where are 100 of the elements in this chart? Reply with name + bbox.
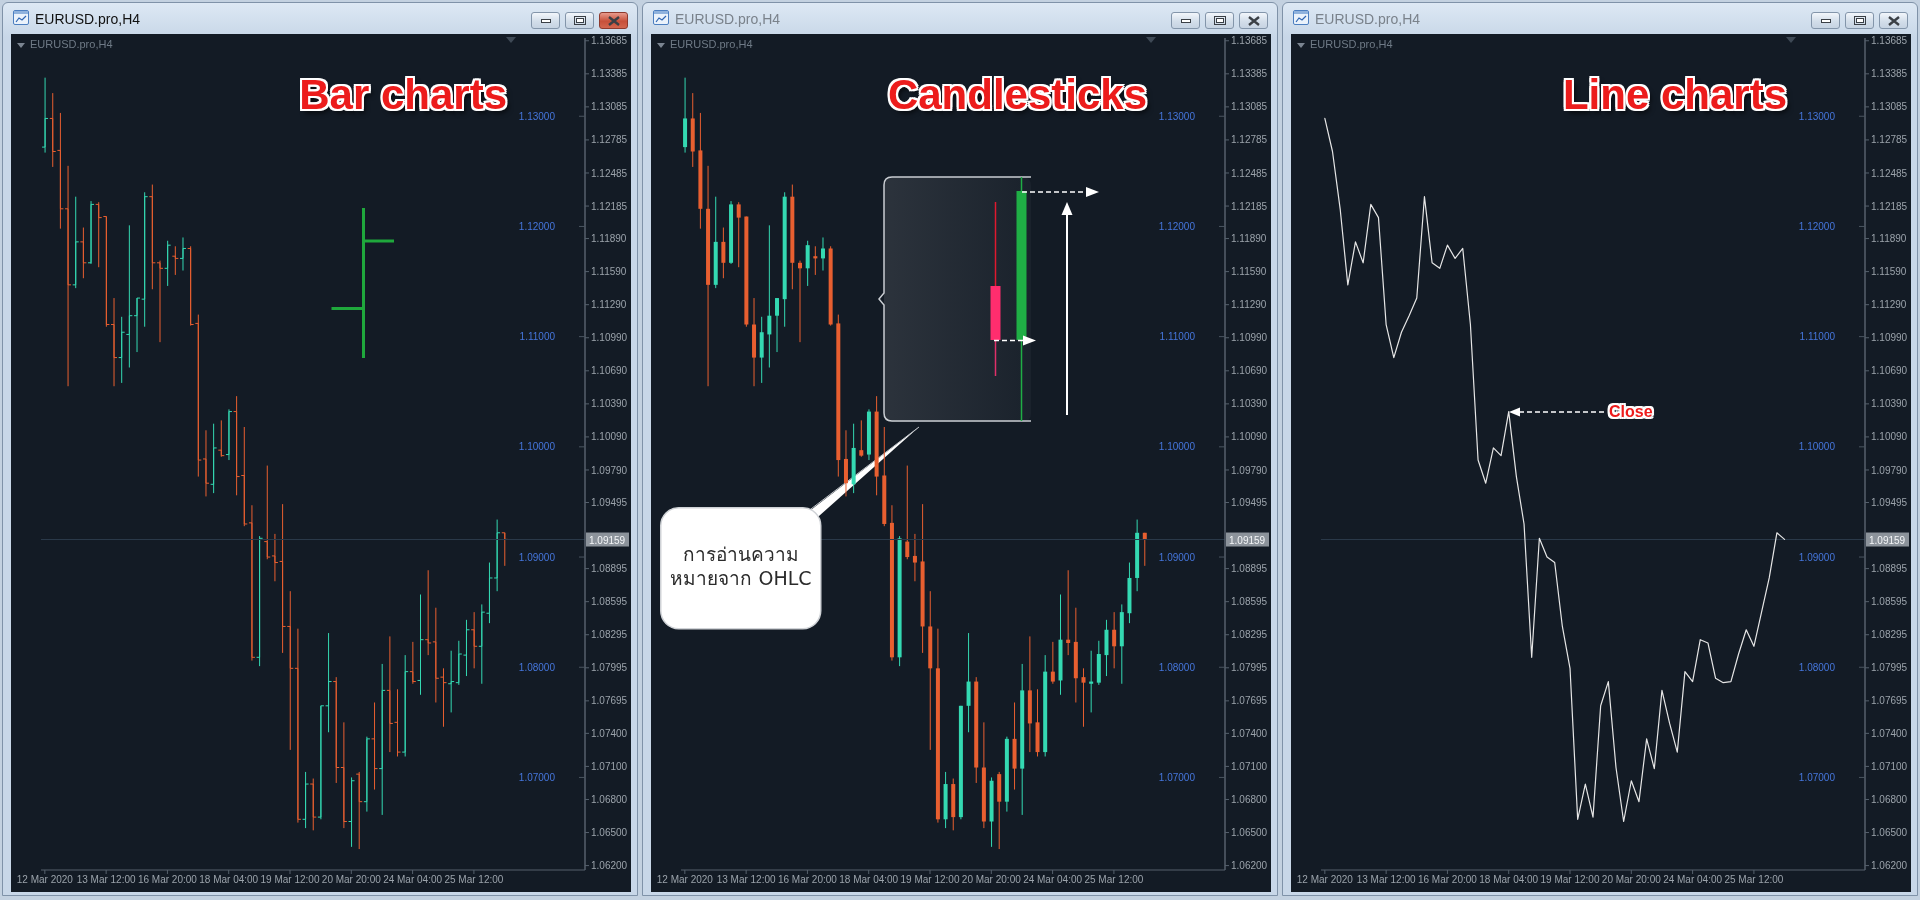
y-tick-label: 1.11590 [591, 266, 627, 278]
x-tick-label: 12 Mar 2020 [1296, 874, 1354, 886]
y-tick-label: 1.08295 [1871, 629, 1908, 641]
y-tick-label: 1.12485 [1231, 167, 1268, 179]
y-tick-label: 1.07695 [1871, 695, 1908, 707]
y-tick-label: 1.07400 [1871, 727, 1908, 739]
candlestick [493, 519, 501, 592]
y-tick-label: 1.07100 [1231, 760, 1268, 772]
y-tick-label: 1.13385 [1871, 68, 1908, 80]
candlestick [440, 667, 447, 728]
candlestick [348, 776, 356, 848]
y-tick-label: 1.12185 [1231, 200, 1268, 212]
y-tick-label: 1.13385 [1231, 68, 1268, 80]
text: EURUSD.pro,H4 [675, 11, 781, 27]
y2-tick-label: 1.08000 [1158, 661, 1196, 673]
y-tick-label: 1.09495 [1871, 497, 1908, 509]
candlestick [141, 191, 149, 328]
y-tick-label: 1.08595 [1871, 596, 1908, 608]
y-tick-label: 1.11290 [1871, 299, 1907, 311]
y-tick-label: 1.12185 [591, 200, 628, 212]
candlestick [401, 654, 409, 757]
y-tick-label: 1.10090 [1231, 431, 1268, 443]
y2-tick-label: 1.11000 [1159, 331, 1196, 343]
candlestick [125, 224, 133, 368]
candlestick [340, 721, 348, 829]
chart-subtitle: EURUSD.pro,H4 [1310, 38, 1393, 50]
candlestick [1081, 667, 1086, 728]
y2-tick-label: 1.10000 [518, 441, 556, 453]
candlestick [417, 594, 425, 696]
x-tick-label: 20 Mar 20:00 [961, 874, 1022, 886]
ref-line-label: 1.09159 [589, 534, 626, 546]
candlestick [798, 260, 802, 343]
candlestick [1050, 641, 1055, 685]
y2-tick-label: 1.08000 [1798, 661, 1836, 673]
x-tick-label: 13 Mar 12:00 [1356, 874, 1417, 886]
candlestick [240, 426, 248, 527]
candlestick [394, 688, 402, 757]
y-tick-label: 1.11290 [591, 299, 627, 311]
y2-tick-label: 1.13000 [1798, 110, 1836, 122]
x-tick-label: 20 Mar 20:00 [321, 874, 382, 886]
y2-tick-label: 1.09000 [1798, 551, 1836, 563]
y2-tick-label: 1.07000 [1158, 771, 1196, 783]
candlestick [41, 77, 49, 154]
y-tick-label: 1.07995 [1231, 662, 1268, 674]
y-tick-label: 1.07995 [591, 662, 628, 674]
text: EURUSD.pro,H4 [1315, 11, 1421, 27]
chart-subtitle: EURUSD.pro,H4 [670, 38, 753, 50]
y-tick-label: 1.13685 [1231, 35, 1268, 47]
x-tick-label: 24 Mar 04:00 [383, 874, 443, 886]
candlestick [478, 603, 486, 685]
text: Candlesticks [887, 71, 1147, 118]
y-tick-label: 1.10690 [1871, 365, 1908, 377]
candlestick [775, 297, 780, 353]
y2-tick-label: 1.10000 [1798, 441, 1836, 453]
y-tick-label: 1.11590 [1231, 266, 1267, 278]
annotation: Close [1609, 403, 1653, 420]
y-tick-label: 1.11890 [591, 233, 627, 245]
x-tick-label: 13 Mar 12:00 [76, 874, 137, 886]
y-tick-label: 1.10990 [1871, 332, 1908, 344]
x-tick-label: 25 Mar 12:00 [1084, 874, 1144, 886]
candlestick [317, 705, 325, 820]
candlestick [859, 419, 864, 458]
candlestick [110, 297, 118, 387]
candlestick [210, 423, 218, 494]
candlestick [409, 641, 417, 685]
y-tick-label: 1.08595 [591, 596, 628, 608]
y-tick-label: 1.06500 [591, 827, 628, 839]
y-tick-label: 1.09495 [1231, 497, 1268, 509]
y2-tick-label: 1.13000 [518, 110, 556, 122]
y-tick-label: 1.10090 [1871, 431, 1908, 443]
y2-tick-label: 1.11000 [519, 331, 556, 343]
y-tick-label: 1.09790 [591, 464, 628, 476]
x-tick-label: 24 Mar 04:00 [1023, 874, 1083, 886]
y-tick-label: 1.06500 [1871, 827, 1908, 839]
candlestick [171, 245, 179, 276]
x-tick-label: 19 Mar 12:00 [900, 874, 960, 886]
candlestick [217, 419, 225, 458]
candlestick [912, 533, 917, 582]
y-tick-label: 1.13085 [591, 101, 628, 113]
y-tick-label: 1.08295 [1231, 629, 1268, 641]
y-tick-label: 1.07100 [1871, 760, 1908, 772]
x-tick-label: 18 Mar 04:00 [1479, 874, 1539, 886]
candlestick [271, 533, 279, 582]
candlestick [187, 245, 195, 327]
x-tick-label: 13 Mar 12:00 [716, 874, 777, 886]
candlestick [256, 535, 264, 667]
y-tick-label: 1.06500 [1231, 827, 1268, 839]
candlestick [233, 395, 241, 496]
y-tick-label: 1.10090 [591, 431, 628, 443]
ref-line-label: 1.09159 [1229, 534, 1266, 546]
candlestick [164, 240, 172, 287]
y-tick-label: 1.11290 [1231, 299, 1267, 311]
candlestick [485, 562, 493, 624]
candlestick [470, 611, 478, 669]
x-tick-label: 25 Mar 12:00 [1724, 874, 1784, 886]
y-tick-label: 1.10390 [1871, 398, 1908, 410]
candlestick [133, 297, 141, 353]
y2-tick-label: 1.09000 [518, 551, 556, 563]
y-tick-label: 1.12785 [1871, 134, 1908, 146]
candlestick [1066, 569, 1071, 656]
